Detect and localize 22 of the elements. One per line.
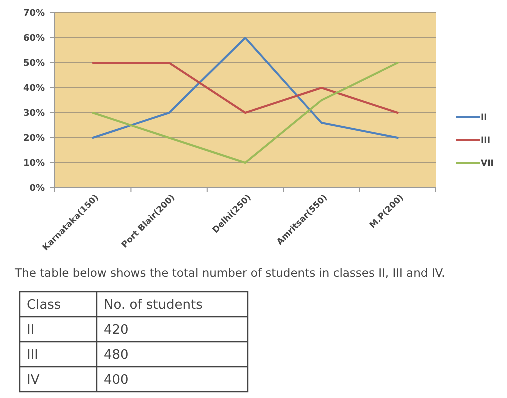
y-tick-label: 10% (23, 159, 45, 170)
y-tick-label: 50% (23, 59, 45, 70)
text: 480 (104, 348, 129, 364)
text: II (27, 323, 35, 338)
y-tick-label: 40% (23, 84, 45, 94)
text: No. of students (104, 298, 204, 314)
legend-label: III (481, 136, 490, 146)
text: Class (27, 298, 62, 314)
text: 400 (104, 373, 129, 388)
y-tick-label: 60% (23, 34, 45, 44)
y-tick-label: 70% (23, 9, 45, 20)
y-tick-label: 30% (23, 109, 45, 120)
line-series (92, 37, 399, 139)
text: III (27, 348, 39, 364)
text: 420 (104, 323, 129, 338)
y-tick-label: 0% (30, 184, 45, 194)
legend-label: II (481, 112, 488, 123)
y-tick-label: 20% (23, 134, 45, 144)
text: IV (27, 373, 40, 388)
line-series (92, 62, 399, 164)
text: The table below shows the total number of students in classes II, III and IV. (14, 266, 446, 280)
legend-label: VII (481, 158, 494, 169)
